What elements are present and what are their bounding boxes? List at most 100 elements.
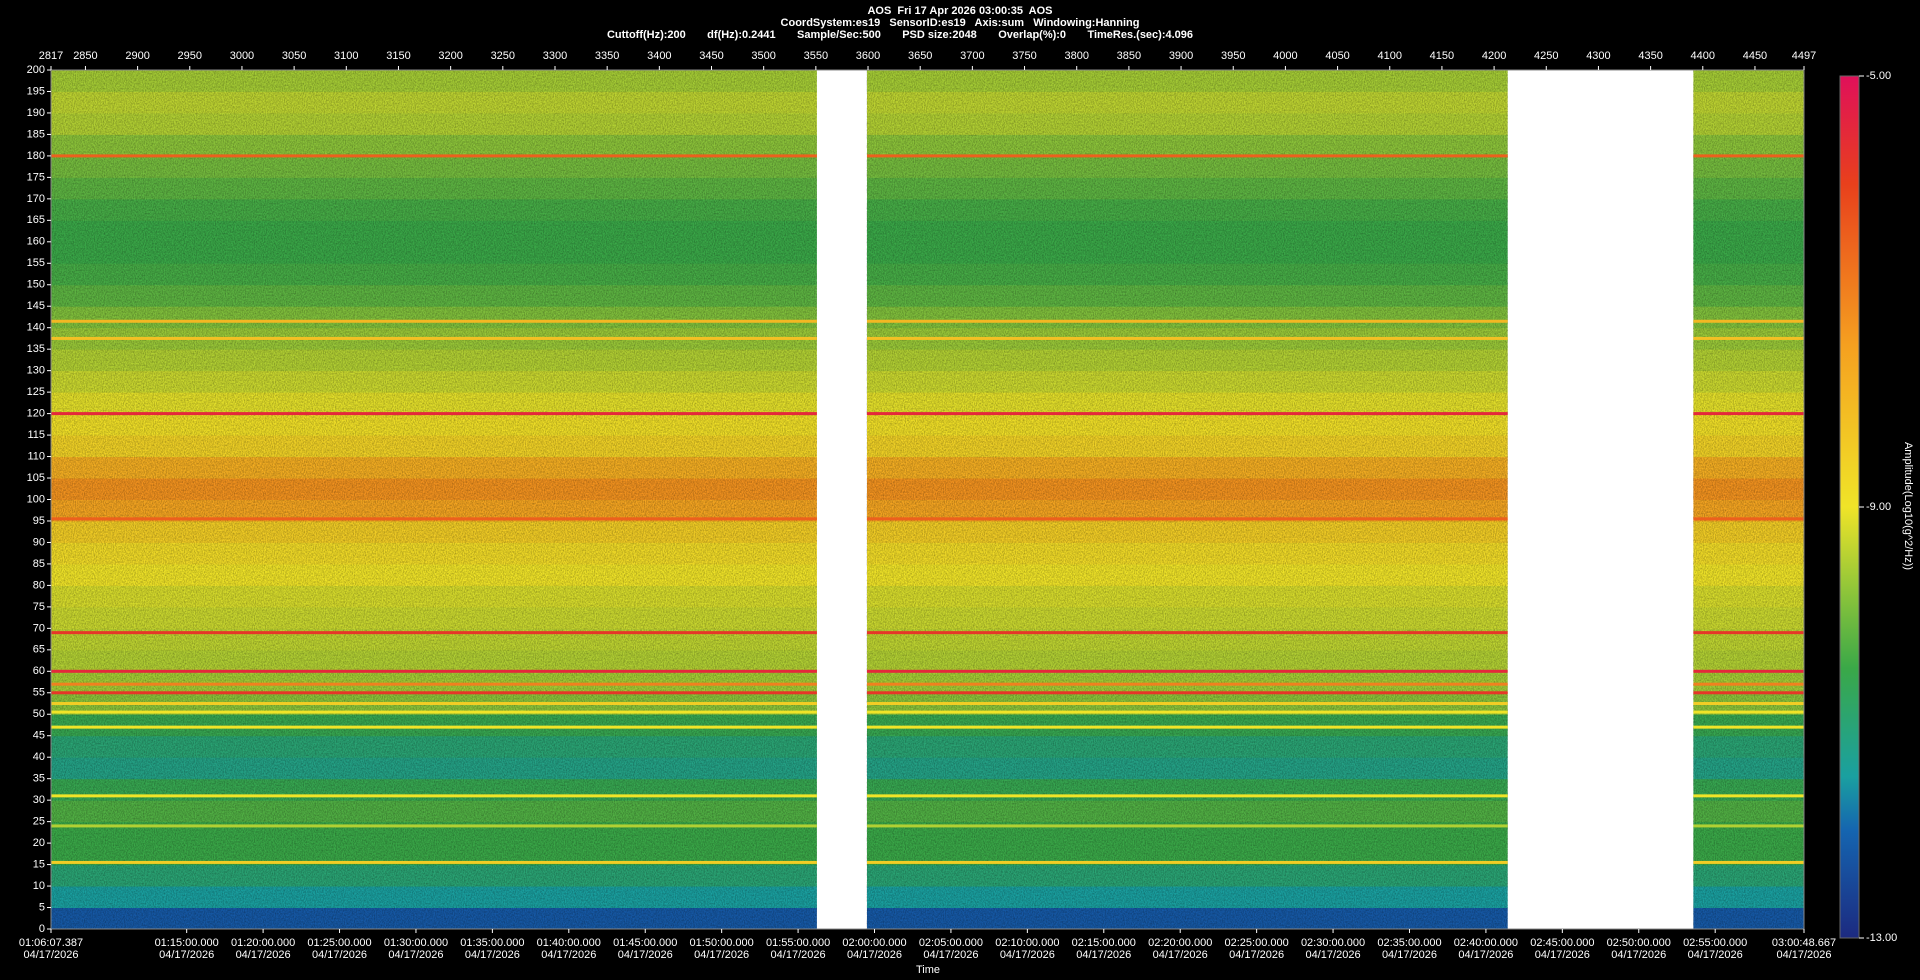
y-tick-label: 145 <box>27 300 45 312</box>
x-tick-label: 02:20:00.000 <box>1148 937 1212 949</box>
y-tick-label: 160 <box>27 236 45 248</box>
spectral-line <box>1693 691 1804 695</box>
spectral-line <box>866 794 1508 798</box>
top-x-tick-label: 3000 <box>230 50 254 62</box>
y-tick-label: 70 <box>33 622 45 634</box>
top-x-tick-label: 4350 <box>1638 50 1662 62</box>
spectral-line <box>1693 669 1804 673</box>
y-tick-label: 95 <box>33 515 45 527</box>
chart-title: AOS Fri 17 Apr 2026 03:00:35 AOS <box>867 5 1052 17</box>
spectral-line <box>866 669 1508 673</box>
x-tick-label: 02:35:00.000 <box>1377 937 1441 949</box>
top-x-tick-label: 3150 <box>386 50 410 62</box>
spectral-line <box>1693 710 1804 714</box>
x-tick-label: 02:15:00.000 <box>1072 937 1136 949</box>
top-x-tick-label: 4200 <box>1482 50 1506 62</box>
x-tick-date: 04/17/2026 <box>159 949 214 961</box>
top-x-tick-label: 4250 <box>1534 50 1558 62</box>
y-tick-label: 165 <box>27 214 45 226</box>
top-x-tick-label: 2950 <box>178 50 202 62</box>
top-x-tick-label: 3900 <box>1169 50 1193 62</box>
y-tick-label: 140 <box>27 322 45 334</box>
spectral-line <box>866 725 1508 729</box>
colorbar-tick-label: -5.00 <box>1866 70 1891 82</box>
spectral-line <box>1693 794 1804 798</box>
noise-texture <box>866 70 1508 929</box>
top-x-tick-label: 4497 <box>1792 50 1816 62</box>
top-x-tick-label: 3450 <box>699 50 723 62</box>
x-tick-label: 01:20:00.000 <box>231 937 295 949</box>
y-tick-label: 195 <box>27 85 45 97</box>
top-x-tick-label: 3200 <box>438 50 462 62</box>
spectral-line <box>866 710 1508 714</box>
y-tick-label: 185 <box>27 128 45 140</box>
y-tick-label: 155 <box>27 257 45 269</box>
spectral-line <box>1693 412 1804 416</box>
data-segment <box>866 70 1508 930</box>
noise-texture <box>51 70 817 929</box>
spectral-line <box>866 517 1508 521</box>
y-tick-label: 100 <box>27 493 45 505</box>
y-tick-label: 75 <box>33 601 45 613</box>
spectral-line <box>866 631 1508 635</box>
spectral-line <box>51 631 817 635</box>
x-tick-date: 04/17/2026 <box>1153 949 1208 961</box>
spectral-line <box>51 702 817 706</box>
y-tick-label: 135 <box>27 343 45 355</box>
top-x-tick-label: 4000 <box>1273 50 1297 62</box>
y-tick-label: 200 <box>27 64 45 76</box>
x-tick-label: 02:25:00.000 <box>1225 937 1289 949</box>
spectral-line <box>1693 631 1804 635</box>
top-x-tick-label: 4050 <box>1325 50 1349 62</box>
y-tick-label: 10 <box>33 880 45 892</box>
x-tick-date: 04/17/2026 <box>1611 949 1666 961</box>
top-x-tick-label: 3850 <box>1117 50 1141 62</box>
y-tick-label: 175 <box>27 171 45 183</box>
x-tick-label: 02:50:00.000 <box>1607 937 1671 949</box>
y-tick-label: 55 <box>33 687 45 699</box>
x-tick-date: 04/17/2026 <box>1458 949 1513 961</box>
top-x-tick-label: 3100 <box>334 50 358 62</box>
data-segment <box>51 70 817 930</box>
top-x-tick-label: 2817 <box>39 50 63 62</box>
y-tick-label: 65 <box>33 644 45 656</box>
y-tick-label: 35 <box>33 773 45 785</box>
top-x-tick-label: 2900 <box>125 50 149 62</box>
spectral-line <box>51 824 817 828</box>
spectral-line <box>51 154 817 158</box>
y-tick-label: 115 <box>27 429 45 441</box>
noise-texture <box>1693 70 1804 929</box>
spectral-line <box>51 412 817 416</box>
y-tick-label: 60 <box>33 665 45 677</box>
spectral-line <box>51 682 817 686</box>
spectral-line <box>1693 860 1804 864</box>
spectral-line <box>866 682 1508 686</box>
y-tick-label: 5 <box>39 901 45 913</box>
top-x-tick-label: 4150 <box>1430 50 1454 62</box>
spectral-line <box>51 794 817 798</box>
x-tick-date: 04/17/2026 <box>618 949 673 961</box>
x-tick-date: 04/17/2026 <box>1229 949 1284 961</box>
spectral-line <box>866 154 1508 158</box>
x-tick-date: 04/17/2026 <box>694 949 749 961</box>
spectral-line <box>1693 336 1804 340</box>
spectral-line <box>866 860 1508 864</box>
x-tick-label: 03:00:48.667 <box>1772 937 1836 949</box>
x-tick-date: 04/17/2026 <box>847 949 902 961</box>
top-x-tick-label: 3700 <box>960 50 984 62</box>
top-x-tick-label: 3600 <box>856 50 880 62</box>
x-tick-date: 04/17/2026 <box>388 949 443 961</box>
spectral-line <box>51 710 817 714</box>
x-tick-label: 02:00:00.000 <box>842 937 906 949</box>
y-tick-label: 0 <box>39 923 45 935</box>
x-tick-label: 02:05:00.000 <box>919 937 983 949</box>
y-tick-label: 80 <box>33 579 45 591</box>
x-tick-date: 04/17/2026 <box>771 949 826 961</box>
x-tick-label: 01:35:00.000 <box>460 937 524 949</box>
colorbar-label: Amplitude(Log10(g^2/Hz)) <box>1902 442 1914 570</box>
top-x-tick-label: 3250 <box>491 50 515 62</box>
data-segment <box>1693 70 1804 930</box>
top-x-tick-label: 3750 <box>1012 50 1036 62</box>
spectral-line <box>1693 154 1804 158</box>
